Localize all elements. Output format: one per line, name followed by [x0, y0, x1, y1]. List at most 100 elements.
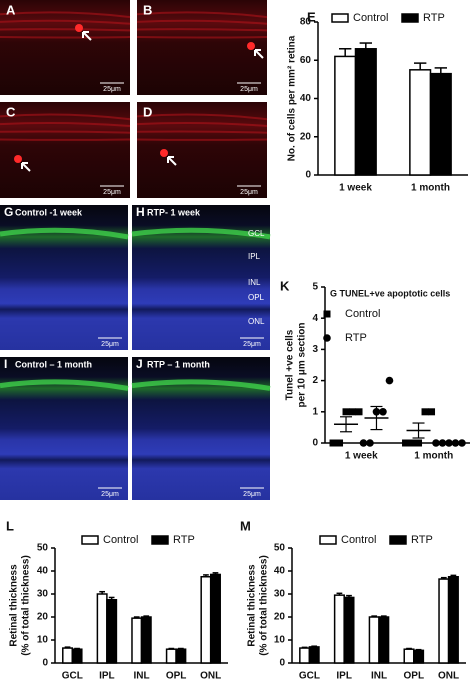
y-axis-label: Tunel +ve cells — [285, 329, 296, 400]
panel-caption: RTP- 1 week — [147, 207, 201, 217]
y-tick-label: 80 — [300, 17, 312, 28]
bar — [409, 69, 432, 176]
red-streak — [0, 130, 131, 134]
legend-label: RTP — [345, 332, 367, 344]
y-axis-label: No. of cells per mm² retina — [287, 35, 298, 161]
y-axis-label: (% of total thickness) — [259, 555, 270, 656]
chart-title: G TUNEL+ve apoptotic cells — [330, 288, 450, 298]
point — [408, 439, 416, 447]
bar — [413, 649, 425, 664]
legend-label: RTP — [173, 534, 195, 546]
y-tick-label: 4 — [312, 313, 318, 324]
x-tick-label: 1 week — [345, 451, 378, 462]
x-tick-label: ONL — [438, 671, 459, 682]
x-tick-label: OPL — [404, 671, 425, 682]
point — [336, 439, 344, 447]
y-tick-label: 40 — [300, 93, 312, 104]
x-tick-label: INL — [371, 671, 387, 682]
point — [355, 408, 363, 416]
legend-swatch — [319, 535, 337, 545]
y-tick-label: 40 — [37, 566, 49, 577]
y-tick-label: 0 — [305, 170, 311, 181]
legend-label: Control — [345, 308, 380, 320]
legend-label: RTP — [411, 534, 433, 546]
cell — [75, 24, 83, 32]
red-streak — [136, 113, 268, 121]
point — [379, 408, 387, 416]
y-tick-label: 20 — [37, 612, 49, 623]
point — [402, 439, 410, 447]
panel-letter: H — [136, 205, 145, 219]
red-streak — [136, 28, 268, 32]
y-tick-label: 60 — [300, 55, 312, 66]
legend-swatch — [331, 13, 349, 23]
red-streak — [0, 11, 131, 19]
bar — [71, 648, 83, 664]
panel-letter: I — [4, 357, 7, 371]
y-axis-label: per 10 μm section — [297, 322, 308, 407]
y-tick-label: 0 — [312, 438, 318, 449]
y-axis-label: Retinal thickness — [9, 564, 20, 647]
bar — [354, 48, 377, 176]
bar — [209, 573, 221, 664]
scale-label: 25μm — [103, 86, 121, 93]
red-streak — [136, 11, 268, 19]
arrow — [167, 156, 177, 166]
y-tick-label: 2 — [312, 375, 318, 386]
legend-swatch — [389, 535, 407, 545]
y-tick-label: 0 — [279, 658, 285, 669]
panel-letter: A — [6, 2, 16, 17]
panel-letter: C — [6, 104, 16, 119]
bar — [106, 599, 118, 664]
legend-label: Control — [341, 534, 376, 546]
y-tick-label: 5 — [312, 282, 318, 293]
panel-letter: G — [4, 205, 13, 219]
micrograph — [132, 357, 270, 500]
point — [428, 408, 436, 416]
scale-label: 25μm — [240, 189, 258, 196]
bar — [403, 648, 415, 664]
micrograph — [0, 357, 128, 500]
y-tick-label: 20 — [300, 131, 312, 142]
x-tick-label: IPL — [99, 671, 115, 682]
legend-swatch — [81, 535, 99, 545]
cell — [14, 155, 22, 163]
y-tick-label: 10 — [37, 635, 49, 646]
point — [359, 439, 368, 447]
bar — [378, 616, 390, 664]
y-tick-label: 20 — [274, 612, 286, 623]
bar — [299, 647, 311, 664]
scale-label: 25μm — [243, 491, 261, 498]
y-tick-label: 40 — [274, 566, 286, 577]
bar — [175, 648, 187, 664]
x-tick-label: INL — [133, 671, 149, 682]
green-band — [131, 227, 271, 240]
layer-label: GCL — [248, 229, 265, 238]
green-band — [0, 379, 129, 391]
x-tick-label: 1 month — [414, 451, 453, 462]
x-tick-label: OPL — [166, 671, 187, 682]
y-axis-label: Retinal thickness — [247, 564, 258, 647]
legend-label: RTP — [423, 12, 445, 24]
cell — [160, 149, 168, 157]
legend-swatch — [151, 535, 169, 545]
bar — [333, 594, 345, 664]
bar — [140, 616, 152, 664]
bar — [438, 578, 450, 664]
y-tick-label: 30 — [37, 589, 49, 600]
micrograph — [0, 205, 128, 350]
x-tick-label: 1 month — [411, 183, 450, 194]
layer-label: ONL — [248, 317, 265, 326]
x-tick-label: IPL — [336, 671, 352, 682]
y-axis-label: (% of total thickness) — [21, 555, 32, 656]
red-streak — [136, 19, 268, 25]
y-tick-label: 3 — [312, 344, 318, 355]
layer-label: INL — [248, 278, 261, 287]
red-streak — [136, 122, 268, 127]
panel-letter: E — [307, 9, 316, 24]
y-tick-label: 50 — [274, 543, 286, 554]
panel-caption: Control -1 week — [15, 207, 83, 217]
y-tick-label: 10 — [274, 635, 286, 646]
arrow — [21, 162, 31, 172]
